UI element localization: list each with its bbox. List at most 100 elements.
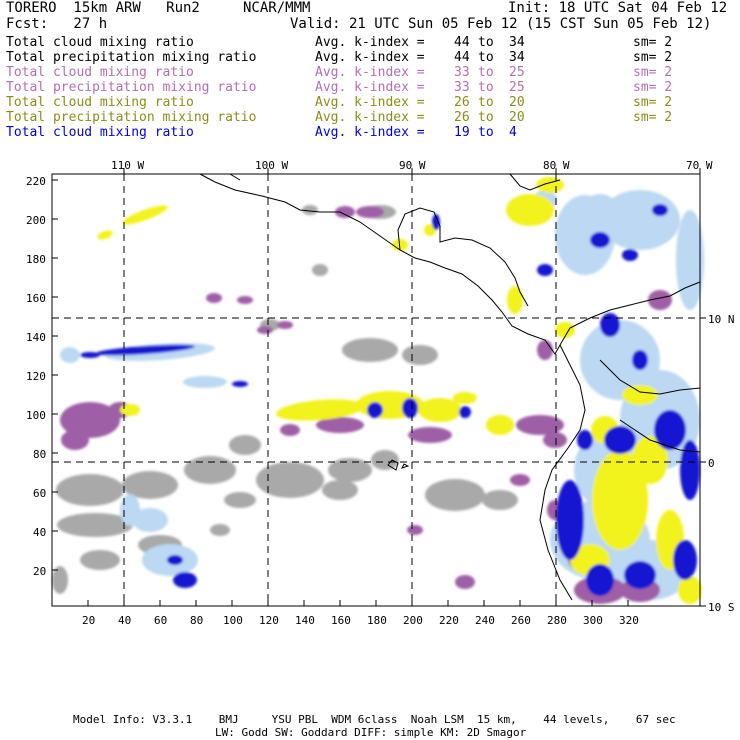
- yellow-cloud-blob: [97, 230, 113, 240]
- x-tick: 60: [154, 614, 168, 627]
- legend-k-from: 19: [454, 125, 470, 140]
- legend-to: to: [478, 65, 494, 80]
- coastline: [509, 173, 561, 191]
- legend-field: Total cloud mixing ratio: [6, 125, 194, 140]
- gray-cloud-blob: [256, 462, 324, 498]
- lon-label-80w: 80 W: [543, 159, 570, 172]
- legend-row: Total cloud mixing ratio Avg. k-index = 26…: [6, 95, 726, 110]
- gray-cloud-blob: [184, 456, 236, 484]
- blue-cloud-blob: [654, 410, 686, 450]
- purple-cloud-blob: [257, 326, 273, 334]
- yellow-cloud-blob: [507, 286, 523, 314]
- lon-label-110w: 110 W: [111, 159, 145, 172]
- purple-cloud-blob: [206, 293, 222, 303]
- organization: NCAR/MMM: [243, 0, 311, 16]
- legend-to: to: [478, 80, 494, 95]
- legend-kindex-label: Avg. k-index =: [315, 110, 425, 125]
- gray-cloud-blob: [425, 479, 485, 511]
- blue-cloud-blob: [652, 204, 668, 216]
- gray-cloud-blob: [342, 338, 398, 362]
- lon-label-90w: 90 W: [399, 159, 426, 172]
- purple-cloud-blob: [648, 290, 672, 310]
- coastlines: [199, 173, 701, 601]
- x-tick: 120: [259, 614, 279, 627]
- lon-label-100w: 100 W: [255, 159, 289, 172]
- purple-cloud-blob: [277, 321, 293, 329]
- yellow-cloud-blob: [486, 415, 514, 435]
- precip-cloud-fields: [52, 177, 704, 604]
- purple-cloud-blob: [408, 427, 452, 443]
- y-tick: 40: [33, 526, 47, 539]
- purple-cloud-blob: [543, 432, 567, 448]
- legend-kindex-label: Avg. k-index =: [315, 95, 425, 110]
- blue-cloud-blob: [673, 540, 697, 580]
- x-tick: 160: [331, 614, 351, 627]
- yellow-cloud-blob: [506, 194, 554, 226]
- yellow-cloud-blob: [536, 177, 564, 193]
- lightblue-cloud-blob: [676, 210, 704, 310]
- purple-cloud-blob: [316, 417, 364, 433]
- yellow-cloud-blob: [453, 392, 477, 404]
- valid-time: Valid: 21 UTC Sun 05 Feb 12 (15 CST Sun …: [290, 16, 712, 32]
- yellow-cloud-blob: [632, 436, 668, 484]
- legend-to: to: [478, 110, 494, 125]
- coastline: [599, 359, 701, 395]
- blue-cloud-blob: [586, 564, 614, 596]
- gray-cloud-blob: [328, 458, 372, 482]
- legend-k-to: 34: [509, 50, 525, 65]
- y-tick: 160: [26, 292, 46, 305]
- x-tick: 220: [439, 614, 459, 627]
- yellow-cloud-blob: [122, 205, 168, 225]
- legend-to: to: [478, 95, 494, 110]
- x-tick: 20: [82, 614, 96, 627]
- blue-cloud-blob: [402, 398, 418, 418]
- legend-field: Total cloud mixing ratio: [6, 95, 194, 110]
- legend-row: Total cloud mixing ratio Avg. k-index = 19…: [6, 125, 726, 140]
- purple-cloud-blob: [335, 206, 355, 218]
- gray-cloud-blob: [302, 205, 318, 215]
- legend-to: to: [478, 50, 494, 65]
- legend-k-to: 20: [509, 110, 525, 125]
- x-tick: 320: [619, 614, 639, 627]
- legend-row: Total precipitation mixing ratio Avg. k-i…: [6, 50, 726, 65]
- x-tick: 260: [511, 614, 531, 627]
- yellow-cloud-blob: [276, 399, 364, 421]
- purple-cloud-blob: [60, 402, 120, 438]
- legend-kindex-label: Avg. k-index =: [315, 65, 425, 80]
- legend-k-to: 25: [509, 80, 525, 95]
- lightblue-cloud-blob: [582, 194, 618, 226]
- x-tick: 80: [190, 614, 204, 627]
- yellow-cloud-blob: [678, 576, 702, 604]
- purple-cloud-blob: [407, 525, 423, 535]
- forecast-hour: Fcst: 27 h: [6, 16, 108, 32]
- y-tick: 60: [33, 487, 47, 500]
- gray-cloud-blob: [312, 264, 328, 276]
- purple-cloud-blob: [237, 296, 253, 304]
- blue-cloud-blob: [167, 555, 183, 565]
- blue-cloud-blob: [680, 440, 700, 500]
- yellow-cloud-blob: [592, 450, 648, 550]
- gray-cloud-blob: [210, 524, 230, 536]
- footer-physics-info: LW: Godd SW: Goddard DIFF: simple KM: 2D…: [215, 726, 527, 739]
- footer-model-info: Model Info: V3.3.1 BMJ YSU PBL WDM 6clas…: [73, 713, 676, 726]
- coastline: [539, 344, 586, 601]
- gray-cloud-blob: [402, 345, 438, 365]
- x-tick: 180: [367, 614, 387, 627]
- yellow-cloud-blob: [622, 385, 658, 405]
- lat-label-0: 0: [708, 457, 715, 470]
- map-border: [51, 173, 701, 607]
- legend-k-from: 44: [454, 35, 470, 50]
- legend-k-from: 33: [454, 65, 470, 80]
- y-tick: 140: [26, 331, 46, 344]
- coastline: [229, 173, 241, 181]
- legend-k-from: 26: [454, 110, 470, 125]
- legend-k-to: 4: [509, 125, 517, 140]
- y-tick: 20: [33, 565, 47, 578]
- legend-k-to: 20: [509, 95, 525, 110]
- legend-row: Total cloud mixing ratio Avg. k-index = 33…: [6, 65, 726, 80]
- blue-cloud-blob: [95, 344, 195, 356]
- x-tick: 240: [475, 614, 495, 627]
- field-layer: [52, 177, 704, 604]
- x-tick: 200: [403, 614, 423, 627]
